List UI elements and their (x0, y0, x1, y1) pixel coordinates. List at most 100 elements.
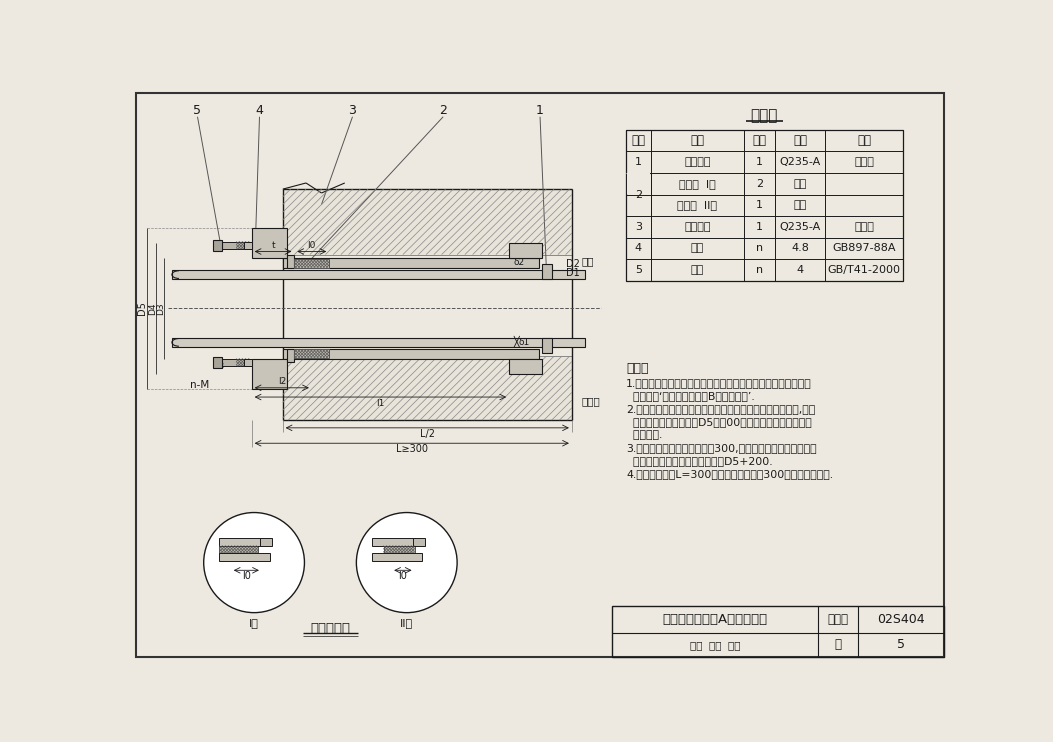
Text: 4: 4 (796, 265, 803, 275)
Text: 迎水面: 迎水面 (581, 396, 600, 406)
Text: II型: II型 (400, 618, 414, 628)
Text: 1: 1 (756, 200, 762, 210)
Text: 2.套管穿墙处如遇非混凝土墙壁时，应局部改用混凝土墙壁,其浇: 2.套管穿墙处如遇非混凝土墙壁时，应局部改用混凝土墙壁,其浇 (627, 404, 815, 414)
Text: t: t (272, 241, 275, 250)
Text: 1: 1 (756, 222, 762, 232)
Text: δ3: δ3 (213, 362, 224, 371)
Text: l0: l0 (307, 241, 316, 250)
Bar (542, 338, 552, 353)
Text: 数量: 数量 (753, 134, 767, 147)
Bar (286, 349, 295, 361)
Text: 螺柱: 螺柱 (691, 243, 704, 254)
Bar (219, 538, 262, 545)
Text: 锤管: 锤管 (581, 256, 594, 266)
Text: l0: l0 (242, 571, 251, 582)
Text: 橡胶: 橡胶 (794, 200, 807, 210)
Text: 螺母: 螺母 (691, 265, 704, 275)
Text: 图集号: 图集号 (828, 614, 848, 626)
Bar (283, 189, 572, 255)
Bar (627, 130, 902, 280)
Bar (213, 357, 222, 368)
Text: 1: 1 (635, 157, 642, 167)
Text: 固于墙内.: 固于墙内. (627, 430, 662, 440)
Bar (383, 545, 415, 554)
Text: 见本图集‘柔性防水套管（B型）安装图’.: 见本图集‘柔性防水套管（B型）安装图’. (627, 391, 755, 401)
Text: 1: 1 (756, 157, 762, 167)
Text: 橡胶: 橡胶 (794, 179, 807, 188)
Text: 2: 2 (635, 189, 642, 200)
Text: 4.套管的重量以L=300计算，如墙厚大于300时，应另行计算.: 4.套管的重量以L=300计算，如墙厚大于300时，应另行计算. (627, 470, 833, 479)
Text: 3.穿管处混凝土墙厚应不小于300,否则应使墙壁一边加厉或两: 3.穿管处混凝土墙厚应不小于300,否则应使墙壁一边加厉或两 (627, 443, 817, 453)
Text: 页: 页 (834, 638, 841, 651)
Bar (509, 358, 542, 374)
Bar (283, 349, 538, 358)
Text: 材料: 材料 (793, 134, 807, 147)
Text: 备注: 备注 (857, 134, 871, 147)
Bar (372, 538, 415, 545)
Bar (542, 264, 552, 279)
Bar (295, 349, 330, 358)
Circle shape (203, 513, 304, 613)
Text: 5: 5 (897, 638, 905, 651)
Text: 序号: 序号 (632, 134, 645, 147)
Text: 审核  校对  设计: 审核 校对 设计 (690, 640, 740, 650)
Bar (219, 554, 270, 561)
Bar (252, 228, 286, 258)
Text: l0: l0 (398, 571, 408, 582)
Text: 02S404: 02S404 (877, 614, 925, 626)
Text: Q235-A: Q235-A (779, 157, 820, 167)
Bar (219, 545, 258, 554)
Circle shape (356, 513, 457, 613)
Text: 注范围应比翅环直径（D5）大00，而且必须将套管一次浇: 注范围应比翅环直径（D5）大00，而且必须将套管一次浇 (627, 417, 812, 427)
Text: GB/T41-2000: GB/T41-2000 (828, 265, 900, 275)
Text: 1: 1 (536, 104, 544, 117)
Text: 柔性防水套管（A型）安装图: 柔性防水套管（A型）安装图 (662, 614, 768, 626)
Text: L/2: L/2 (420, 429, 435, 439)
Text: 4: 4 (256, 104, 263, 117)
Text: GB897-88A: GB897-88A (832, 243, 896, 254)
Bar (252, 358, 286, 390)
Text: 4: 4 (635, 243, 642, 254)
Text: D5: D5 (137, 301, 146, 315)
Text: 2: 2 (756, 179, 763, 188)
Bar (260, 538, 272, 545)
Text: 3: 3 (635, 222, 642, 232)
Text: n: n (756, 243, 763, 254)
Text: l1: l1 (376, 398, 384, 407)
Text: Q235-A: Q235-A (779, 222, 820, 232)
Bar (172, 338, 585, 347)
Bar (219, 358, 252, 367)
Text: 名称: 名称 (691, 134, 704, 147)
Text: 5: 5 (194, 104, 201, 117)
Text: D4: D4 (148, 302, 157, 315)
Bar (172, 270, 585, 279)
Bar (244, 358, 252, 367)
Text: 密封圈  I型: 密封圈 I型 (679, 179, 716, 188)
Text: D2: D2 (565, 259, 579, 269)
Bar (612, 606, 943, 657)
Text: L≥300: L≥300 (396, 444, 428, 454)
Text: 2: 2 (439, 104, 448, 117)
Text: 焊接件: 焊接件 (854, 222, 874, 232)
Bar (283, 356, 572, 420)
Text: D3: D3 (156, 302, 165, 315)
Text: l2: l2 (278, 377, 286, 386)
Text: 法兰压盖: 法兰压盖 (684, 222, 711, 232)
Bar (236, 241, 251, 249)
Bar (213, 240, 222, 251)
Text: 焊接件: 焊接件 (854, 157, 874, 167)
Text: 法兰套管: 法兰套管 (684, 157, 711, 167)
Bar (219, 241, 252, 249)
Bar (413, 538, 424, 545)
Text: 材料表: 材料表 (751, 108, 778, 123)
Text: 说明：: 说明： (627, 362, 649, 375)
Bar (283, 258, 538, 269)
Text: δ2: δ2 (514, 257, 524, 267)
Bar (295, 259, 330, 268)
Bar (509, 243, 542, 258)
Bar (244, 241, 252, 249)
Text: n-M: n-M (190, 381, 208, 390)
Text: 密封圈结构: 密封圈结构 (311, 622, 351, 634)
Text: 4.8: 4.8 (791, 243, 809, 254)
Text: 5: 5 (635, 265, 642, 275)
